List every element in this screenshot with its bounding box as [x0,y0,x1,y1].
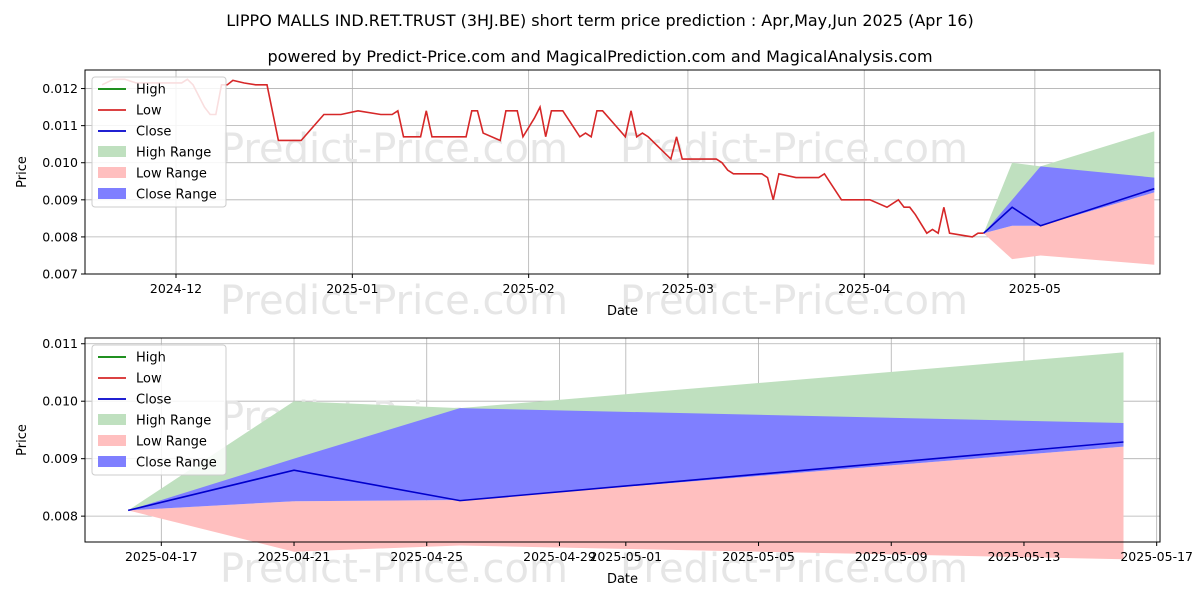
y-tick-label: 0.008 [42,229,78,244]
y-tick-label: 0.011 [42,336,78,351]
x-axis-label: Date [607,304,638,319]
close-series-line [127,441,1124,512]
legend-entry-label: Close Range [136,188,217,203]
x-tick-label: 2025-05 [1009,281,1061,296]
x-tick-label: 2025-05-01 [589,549,662,564]
x-tick-label: 2025-05-17 [1120,549,1193,564]
y-tick-label: 0.007 [42,267,78,282]
x-tick-label: 2025-05-09 [855,549,928,564]
x-tick-label: 2025-05-05 [722,549,795,564]
x-tick-label: 2025-04 [838,281,890,296]
y-axis-label: Price [15,156,30,188]
legend-entry-label: High [136,351,166,366]
y-tick-label: 0.008 [42,509,78,524]
x-tick-label: 2025-04-29 [523,549,596,564]
legend-entry-label: Low [136,104,162,119]
low-range-area [983,192,1155,265]
watermark-text: Predict-Price.com [620,278,968,324]
legend-entry-label: Low Range [136,167,207,182]
legend-entry-label: Close [136,125,171,140]
legend-swatch-low-range [98,435,126,446]
y-tick-label: 0.012 [42,81,78,96]
chart-subtitle: powered by Predict-Price.com and Magical… [267,47,932,66]
legend-swatch-low-range [98,167,126,178]
x-tick-label: 2025-04-25 [390,549,463,564]
watermark-text: Predict-Price.com [220,126,568,172]
y-axis-label: Price [15,424,30,456]
x-tick-label: 2025-04-21 [258,549,331,564]
legend-entry-label: Close Range [136,456,217,471]
watermark-text: Predict-Price.com [220,546,568,592]
close-series-line [983,187,1155,234]
legend-entry-label: Low [136,372,162,387]
legend-entry-label: High [136,83,166,98]
x-tick-label: 2025-05-13 [988,549,1061,564]
legend-entry-label: Low Range [136,435,207,450]
legend-entry-label: High Range [136,146,211,161]
legend-swatch-high-range [98,414,126,425]
x-axis-label: Date [607,572,638,587]
x-tick-label: 2025-03 [662,281,714,296]
plot-frame [84,337,1161,543]
legend-swatch-close-range [98,456,126,467]
legend-swatch-high-range [98,146,126,157]
legend: High Low Close High Range Low Range Close Ran… [91,344,227,476]
panel-1: Predict-Price.com Predict-Price.com Predic… [15,69,1161,324]
y-tick-label: 0.009 [42,451,78,466]
y-tick-label: 0.010 [42,394,78,409]
x-tick-label: 2025-04-17 [125,549,198,564]
x-tick-label: 2024-12 [150,281,202,296]
panel-2: Predict-Price.comPredict-Price.comPredic… [15,336,1193,592]
watermark-text: Predict-Price.com [620,126,968,172]
plot-frame [84,69,1161,275]
y-tick-label: 0.010 [42,155,78,170]
legend-swatch-close-range [98,188,126,199]
watermark-text: Predict-Price.com [220,278,568,324]
legend-entry-label: Close [136,393,171,408]
y-tick-label: 0.009 [42,192,78,207]
legend-entry-label: High Range [136,414,211,429]
low-range-area [128,446,1124,560]
legend: High Low Close High Range Low Range Close Ran… [91,76,227,208]
y-tick-label: 0.011 [42,118,78,133]
x-tick-label: 2025-01 [326,281,378,296]
chart-title: LIPPO MALLS IND.RET.TRUST (3HJ.BE) short… [226,11,973,30]
x-tick-label: 2025-02 [503,281,555,296]
